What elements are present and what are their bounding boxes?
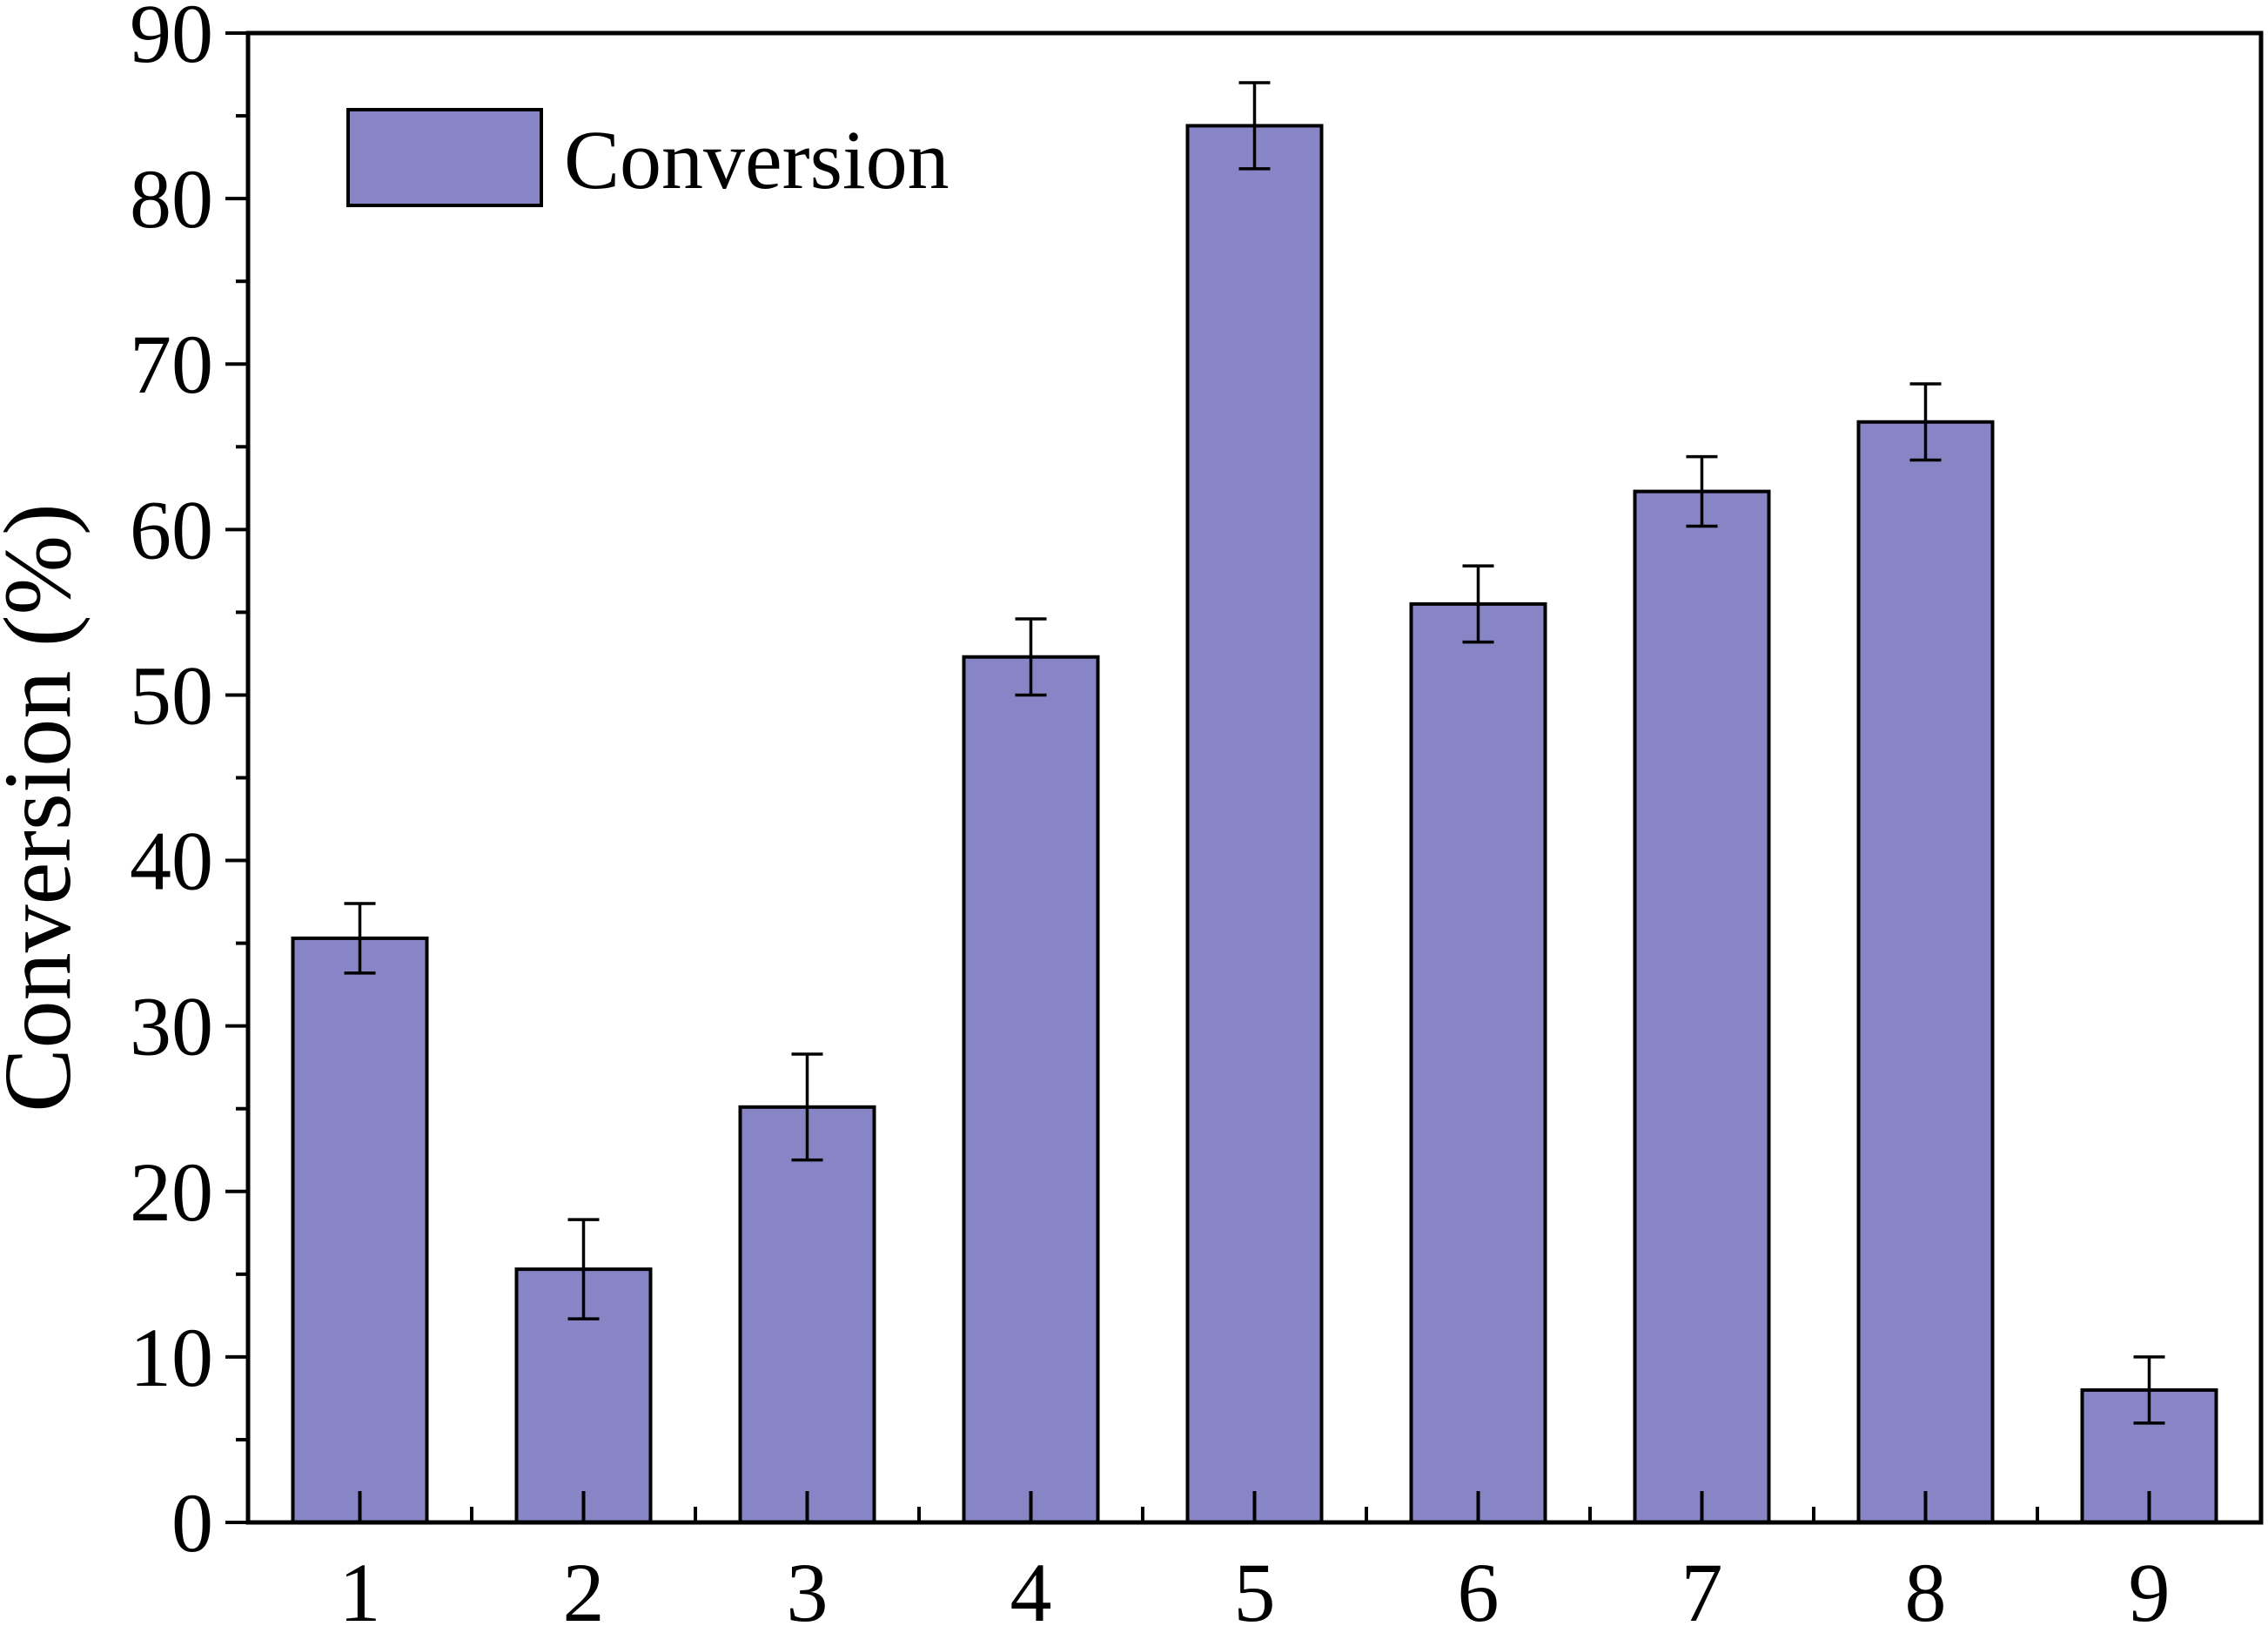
- bars-group: [291, 124, 2218, 1525]
- bar-4: [962, 655, 1100, 1524]
- x-tick-label-7: 7: [1681, 1546, 1723, 1626]
- y-tick-label: 60: [130, 483, 213, 576]
- legend: Conversion: [346, 108, 949, 207]
- legend-label: Conversion: [564, 113, 949, 206]
- y-tick-label: 20: [130, 1146, 213, 1239]
- x-tick-label-1: 1: [339, 1546, 381, 1626]
- x-tick-label-4: 4: [1010, 1546, 1052, 1626]
- y-tick-label: 80: [130, 152, 213, 245]
- bar-8: [1856, 420, 1995, 1524]
- x-tick-label-9: 9: [2129, 1546, 2171, 1626]
- error-bars-group: [344, 81, 2165, 1425]
- y-tick-label: 30: [130, 980, 213, 1073]
- y-tick-label: 50: [130, 648, 213, 742]
- y-tick-label: 40: [130, 815, 213, 908]
- x-tick-label-5: 5: [1234, 1546, 1276, 1626]
- legend-swatch: [346, 108, 543, 207]
- y-ticks-group: 0 10 20 30 40 50 60 70 80 90: [130, 0, 248, 1569]
- y-tick-label: 90: [130, 0, 213, 80]
- x-tick-label-2: 2: [563, 1546, 605, 1626]
- x-tick-label-8: 8: [1905, 1546, 1947, 1626]
- x-ticks-group: 1 2 3 4 5 6 7 8 9: [339, 1491, 2171, 1626]
- y-tick-label: 0: [171, 1476, 213, 1569]
- bar-7: [1633, 489, 1771, 1524]
- y-tick-label: 10: [130, 1311, 213, 1404]
- y-tick-label: 70: [130, 318, 213, 411]
- bar-6: [1409, 601, 1547, 1525]
- x-tick-label-6: 6: [1458, 1546, 1500, 1626]
- bar-5: [1185, 124, 1324, 1524]
- y-axis-title: Conversion (%): [0, 503, 91, 1112]
- x-tick-label-3: 3: [787, 1546, 829, 1626]
- bar-3: [738, 1105, 876, 1525]
- bar-1: [291, 936, 429, 1525]
